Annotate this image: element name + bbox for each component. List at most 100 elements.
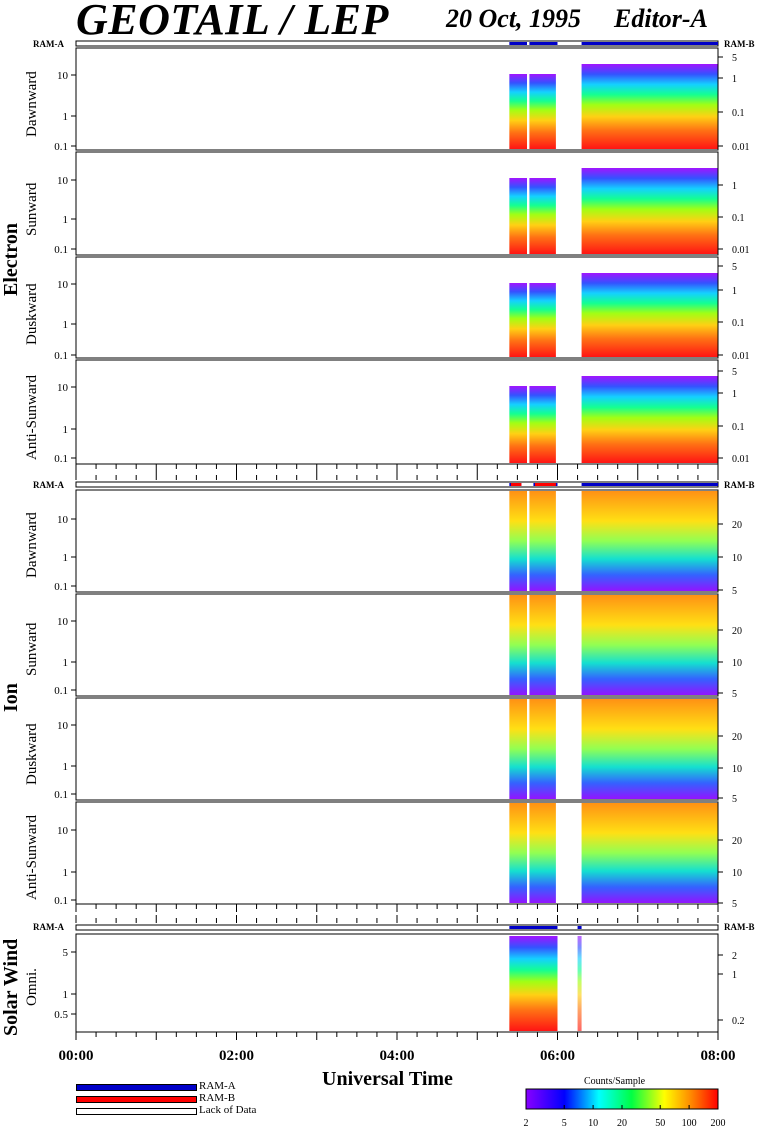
ram-a-label-solar-wind: RAM-A (33, 922, 64, 932)
y-right-tick-label: 10 (732, 868, 742, 879)
colorbar-tick-label: 5 (562, 1118, 567, 1128)
spectrogram-block (509, 699, 528, 799)
y-left-tick-label: 10 (57, 70, 69, 82)
spectrogram-block (581, 699, 718, 799)
y-left-tick-label: 1 (63, 761, 69, 773)
spectrogram-block (509, 936, 558, 1031)
spectrogram-block (509, 74, 528, 149)
panel-frame (75, 47, 719, 151)
y-right-tick-label: 1 (732, 389, 737, 400)
y-left-tick-label: 1 (63, 552, 69, 564)
y-right-tick-label: 20 (732, 836, 742, 847)
ram-a-label-electron: RAM-A (33, 39, 64, 49)
y-left-tick-label: 10 (57, 514, 69, 526)
y-left-tick-label: 0.1 (54, 581, 68, 593)
y-left-tick-label: 0.1 (54, 895, 68, 907)
y-right-tick-label: 0.01 (732, 454, 750, 465)
y-right-tick-label: 1 (732, 970, 737, 981)
legend-ram-b-swatch (76, 1096, 197, 1103)
y-right-tick-label: 0.1 (732, 422, 745, 433)
y-left-tick-label: 0.1 (54, 244, 68, 256)
panel-frame (75, 151, 719, 256)
y-left-tick-label: 10 (57, 175, 69, 187)
y-left-tick-label: 1 (63, 867, 69, 879)
y-left-tick-label: 10 (57, 825, 69, 837)
x-tick-label: 04:00 (380, 1048, 415, 1064)
x-tick-label: 00:00 (59, 1048, 94, 1064)
x-tick-label: 02:00 (219, 1048, 254, 1064)
spectrogram-block (529, 595, 556, 695)
spectrogram-block (509, 178, 528, 254)
legend-ram-a-swatch (76, 1084, 197, 1091)
y-right-tick-label: 5 (732, 367, 737, 378)
y-left-tick-label: 0.1 (54, 453, 68, 465)
spectrogram-block (581, 273, 718, 357)
y-left-tick-label: 10 (57, 720, 69, 732)
spectrogram-block (509, 491, 528, 591)
ram-b-label-solar-wind: RAM-B (724, 922, 755, 932)
spectrogram-block (581, 803, 718, 903)
spectrogram-block (529, 283, 556, 357)
colorbar-tick-label: 20 (617, 1118, 627, 1128)
y-left-tick-label: 0.1 (54, 141, 68, 153)
y-left-tick-label: 0.5 (54, 1009, 68, 1021)
y-left-tick-label: 0.1 (54, 685, 68, 697)
y-right-tick-label: 0.01 (732, 245, 750, 256)
spectrogram-block (509, 283, 528, 357)
spectrogram-block (509, 386, 528, 463)
spectrogram-block (529, 491, 556, 591)
panel-frame (75, 697, 719, 801)
plot-date: 20 Oct, 1995 (446, 4, 582, 33)
panel-frame (75, 256, 719, 359)
spectrogram-block (529, 74, 556, 149)
ram-bar-segment (577, 926, 582, 929)
y-right-tick-label: 0.1 (732, 213, 745, 224)
ram-bar-segment (509, 926, 558, 929)
x-axis-title: Universal Time (322, 1068, 453, 1090)
colorbar-tick-label: 100 (682, 1118, 697, 1128)
y-right-tick-label: 20 (732, 520, 742, 531)
y-right-tick-label: 5 (732, 262, 737, 273)
spectrogram-block (509, 595, 528, 695)
y-left-tick-label: 1 (63, 424, 69, 436)
legend-lack-swatch (76, 1108, 197, 1115)
spectrogram-block (577, 936, 582, 1031)
y-right-tick-label: 20 (732, 626, 742, 637)
y-right-tick-label: 10 (732, 764, 742, 775)
y-right-tick-label: 1 (732, 74, 737, 85)
ram-b-label-ion: RAM-B (724, 480, 755, 490)
ram-b-label-electron: RAM-B (724, 39, 755, 49)
spectrogram-block (509, 803, 528, 903)
y-left-tick-label: 10 (57, 616, 69, 628)
y-right-tick-label: 5 (732, 586, 737, 597)
y-right-tick-label: 5 (732, 794, 737, 805)
plot-title: GEOTAIL / LEP (76, 0, 389, 44)
spectrogram-block (581, 168, 718, 254)
spectrogram-block (581, 491, 718, 591)
spectrogram-block (529, 386, 556, 463)
panel-frame (75, 933, 719, 1033)
x-tick-label: 06:00 (540, 1048, 575, 1064)
y-right-tick-label: 0.01 (732, 351, 750, 362)
y-left-tick-label: 0.1 (54, 789, 68, 801)
y-right-tick-label: 1 (732, 181, 737, 192)
ram-bar-frame (75, 924, 719, 931)
ram-bar-segment (535, 483, 556, 486)
panel-frame (75, 489, 719, 593)
legend-ram-b-label: RAM-B (199, 1092, 236, 1104)
spectrogram-block (529, 803, 556, 903)
panel-frame (75, 593, 719, 697)
y-right-tick-label: 1 (732, 286, 737, 297)
y-left-tick-label: 10 (57, 382, 69, 394)
plot-editor: Editor-A (614, 4, 708, 33)
y-right-tick-label: 5 (732, 899, 737, 910)
y-right-tick-label: 0.01 (732, 142, 750, 153)
ram-bar-segment (510, 483, 522, 486)
y-right-tick-label: 0.1 (732, 108, 745, 119)
x-tick-label: 08:00 (701, 1048, 736, 1064)
y-left-tick-label: 1 (63, 214, 69, 226)
y-left-tick-label: 0.1 (54, 350, 68, 362)
ram-bar-segment (581, 483, 718, 486)
ram-bar-segment (581, 42, 718, 45)
